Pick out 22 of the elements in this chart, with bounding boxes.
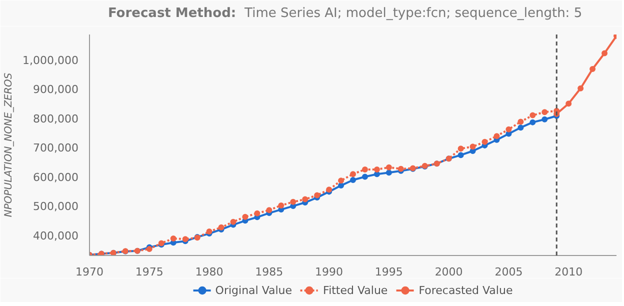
x-tick-label: 1970	[76, 266, 104, 278]
chart-title: Forecast Method:	[108, 6, 236, 21]
x-tick-label: 1980	[195, 266, 224, 278]
x-tick-label: 2000	[434, 266, 463, 278]
y-axis-title: NPOPULATION_NONE_ZEROS	[4, 72, 15, 218]
x-tick-label: 1990	[315, 266, 344, 278]
y-tick-label: 400,000	[33, 230, 79, 243]
x-tick-label: 2010	[554, 266, 583, 278]
y-tick-label: 700,000	[33, 142, 79, 155]
legend-label: Fitted Value	[323, 284, 388, 296]
y-tick-label: 900,000	[33, 83, 79, 96]
legend-label: Original Value	[215, 284, 292, 296]
y-tick-label: 800,000	[33, 112, 79, 126]
y-tick-label: 1,000,000	[22, 54, 78, 67]
chart-subtitle: Time Series AI; model_type:fcn; sequence_length: 5	[244, 6, 582, 21]
y-tick-label: 600,000	[33, 170, 79, 184]
y-tick-label: 500,000	[33, 200, 79, 214]
x-tick-label: 2005	[494, 266, 523, 278]
x-tick-label: 1975	[135, 266, 164, 278]
x-tick-label: 1985	[255, 266, 284, 278]
x-tick-label: 1995	[374, 266, 403, 278]
legend-label: Forecasted Value	[418, 284, 513, 296]
